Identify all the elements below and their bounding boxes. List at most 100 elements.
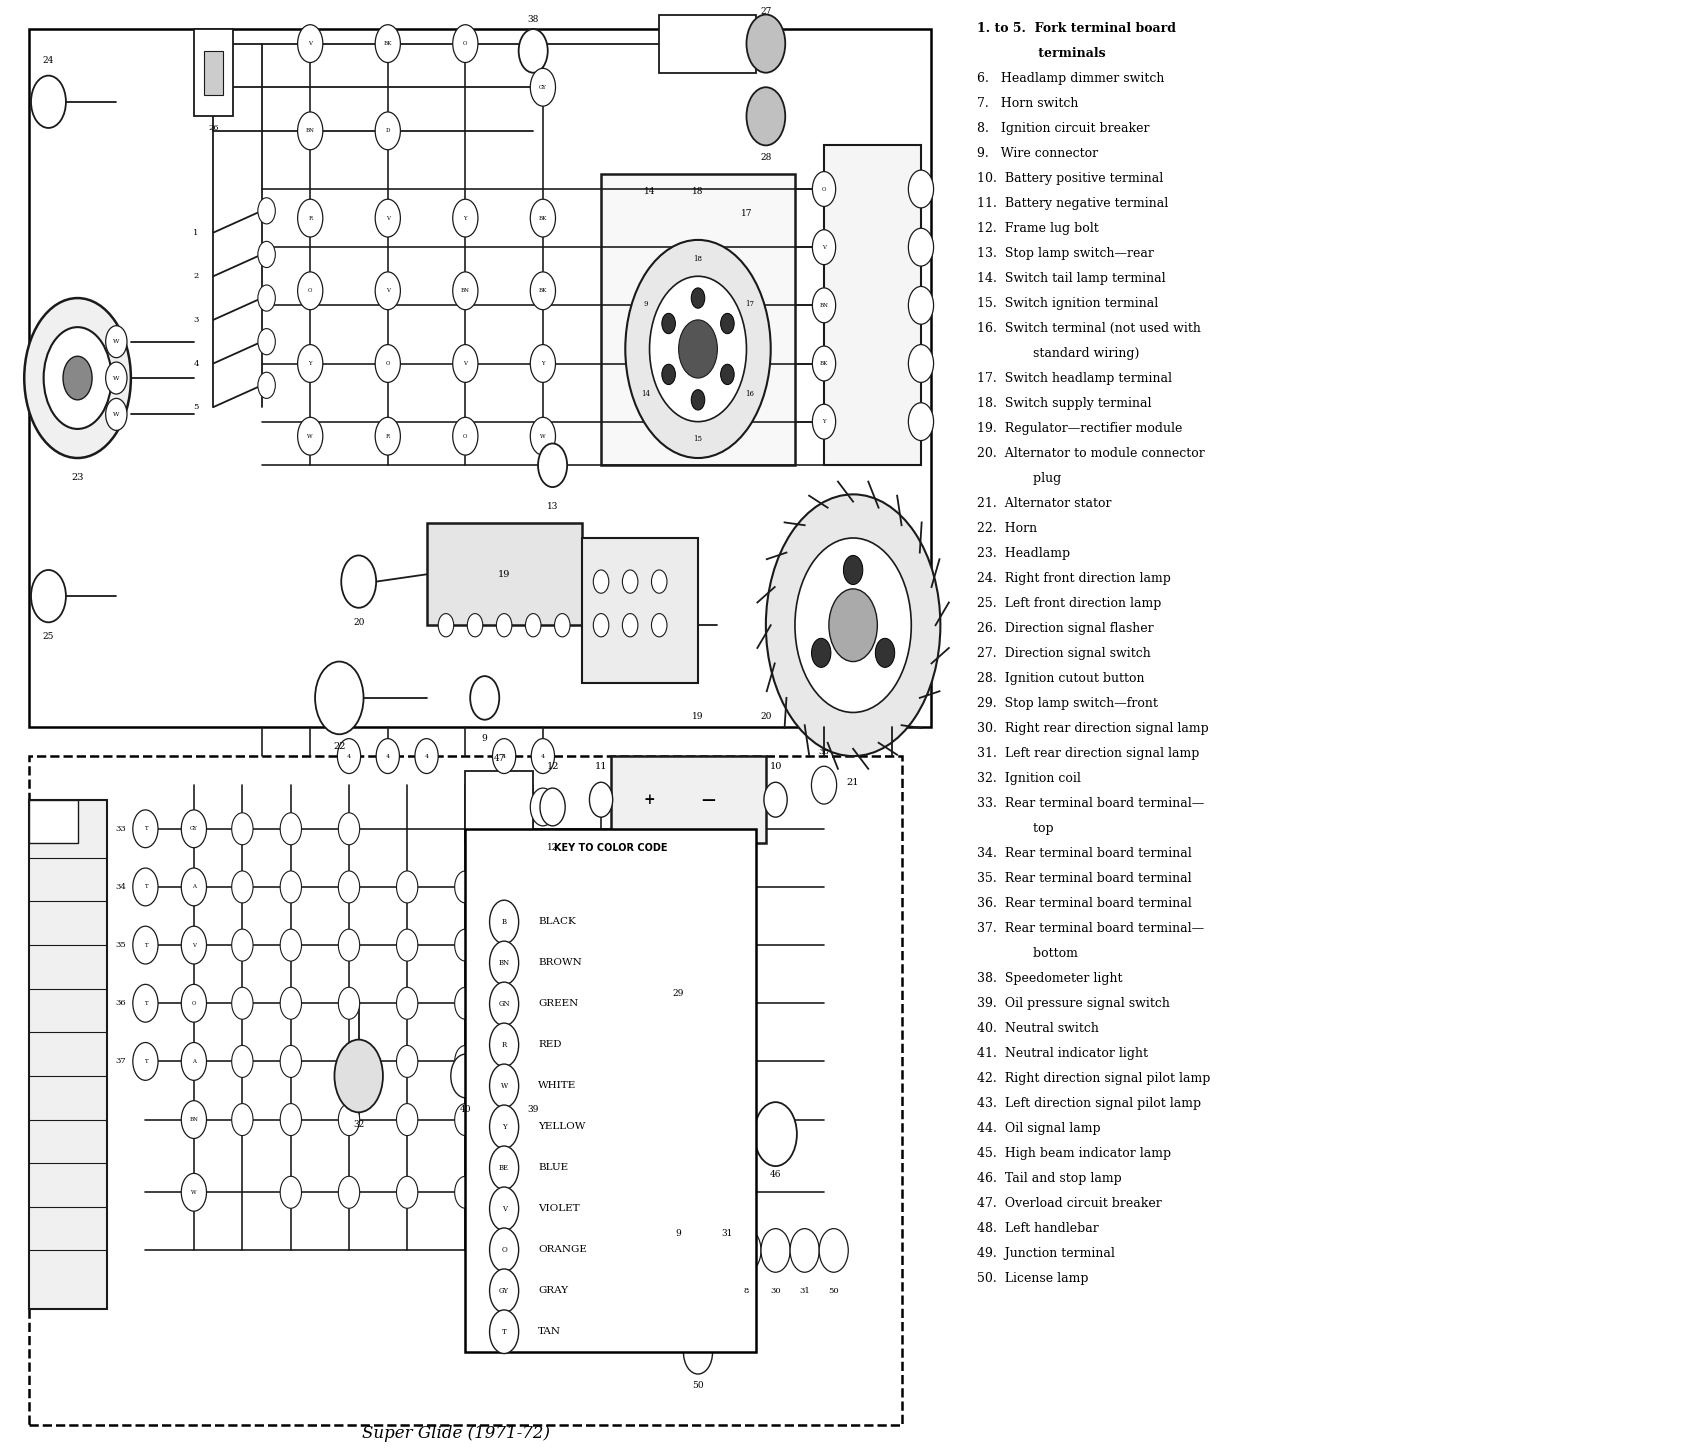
Circle shape	[590, 871, 612, 903]
Text: 32: 32	[352, 1120, 364, 1128]
Circle shape	[489, 1186, 519, 1230]
Circle shape	[454, 199, 477, 237]
Text: R: R	[309, 215, 312, 221]
Circle shape	[668, 987, 690, 1019]
Circle shape	[754, 1102, 797, 1166]
Circle shape	[455, 1176, 475, 1208]
Circle shape	[811, 766, 836, 804]
Text: V: V	[464, 361, 467, 366]
Text: 1. to 5.  Fork terminal board: 1. to 5. Fork terminal board	[976, 22, 1175, 35]
Text: Y: Y	[502, 1122, 506, 1131]
Bar	[29, 29, 931, 727]
Circle shape	[182, 1101, 206, 1138]
Circle shape	[334, 1040, 383, 1112]
Text: V: V	[502, 1205, 506, 1213]
Text: 37: 37	[115, 1057, 126, 1066]
Circle shape	[182, 1043, 206, 1080]
Text: BROWN: BROWN	[538, 958, 582, 967]
Text: 32.  Ignition coil: 32. Ignition coil	[976, 772, 1081, 785]
Text: Y: Y	[464, 215, 467, 221]
Circle shape	[376, 739, 400, 774]
Text: 9: 9	[482, 734, 487, 743]
Text: +: +	[644, 792, 656, 807]
Bar	[659, 15, 757, 73]
Circle shape	[489, 1310, 519, 1354]
Circle shape	[531, 272, 555, 310]
Circle shape	[339, 1104, 359, 1136]
Text: 4: 4	[347, 753, 351, 759]
Circle shape	[811, 638, 831, 667]
Text: V: V	[386, 288, 389, 294]
Circle shape	[454, 25, 477, 63]
Circle shape	[813, 172, 836, 206]
Circle shape	[455, 1045, 475, 1077]
Text: BN: BN	[305, 128, 315, 134]
Text: W: W	[113, 375, 120, 381]
Circle shape	[531, 345, 555, 382]
Text: W: W	[307, 433, 314, 439]
Circle shape	[280, 1176, 302, 1208]
Text: GY: GY	[499, 1287, 509, 1294]
Bar	[610, 756, 765, 843]
Text: W: W	[191, 1189, 197, 1195]
Text: 19: 19	[693, 712, 703, 721]
Text: —: —	[701, 792, 715, 807]
Circle shape	[376, 272, 400, 310]
Circle shape	[875, 638, 895, 667]
Text: 35: 35	[115, 941, 126, 949]
Circle shape	[24, 298, 132, 458]
Text: A: A	[192, 884, 196, 890]
Circle shape	[489, 1229, 519, 1272]
Circle shape	[540, 788, 565, 826]
Circle shape	[455, 1104, 475, 1136]
Text: BK: BK	[540, 288, 546, 294]
Text: 39.  Oil pressure signal switch: 39. Oil pressure signal switch	[976, 997, 1170, 1011]
Circle shape	[396, 1176, 418, 1208]
Text: 50: 50	[828, 1287, 840, 1296]
Text: T: T	[143, 942, 147, 948]
Circle shape	[668, 929, 690, 961]
Text: 18: 18	[693, 188, 703, 196]
Bar	[465, 771, 533, 843]
Text: TAN: TAN	[538, 1328, 561, 1336]
Circle shape	[555, 614, 570, 637]
Text: R: R	[501, 1041, 507, 1048]
Text: BN: BN	[460, 288, 470, 294]
Circle shape	[376, 417, 400, 455]
Circle shape	[909, 286, 934, 324]
Circle shape	[298, 417, 322, 455]
Circle shape	[843, 555, 863, 585]
Text: 47.  Overload circuit breaker: 47. Overload circuit breaker	[976, 1197, 1162, 1210]
Circle shape	[298, 272, 322, 310]
Circle shape	[396, 987, 418, 1019]
Text: 33.  Rear terminal board terminal—: 33. Rear terminal board terminal—	[976, 797, 1204, 810]
Text: 28: 28	[760, 153, 772, 161]
Circle shape	[593, 570, 609, 593]
Text: BN: BN	[819, 302, 828, 308]
Text: 35.  Rear terminal board terminal: 35. Rear terminal board terminal	[976, 872, 1192, 885]
Text: 20: 20	[760, 712, 772, 721]
Text: 49.  Junction terminal: 49. Junction terminal	[976, 1248, 1114, 1261]
Circle shape	[523, 1176, 545, 1208]
Text: 12.  Frame lug bolt: 12. Frame lug bolt	[976, 222, 1098, 236]
Bar	[582, 538, 698, 683]
Circle shape	[182, 926, 206, 964]
Circle shape	[526, 614, 541, 637]
Text: Y: Y	[541, 361, 545, 366]
Text: 9: 9	[676, 1229, 681, 1237]
Text: 4: 4	[386, 753, 389, 759]
Circle shape	[791, 1229, 819, 1272]
Circle shape	[668, 1045, 690, 1077]
Text: KEY TO COLOR CODE: KEY TO COLOR CODE	[555, 843, 668, 853]
Text: bottom: bottom	[976, 947, 1077, 960]
Bar	[600, 174, 796, 465]
Circle shape	[280, 813, 302, 845]
Circle shape	[523, 929, 545, 961]
Text: 19.  Regulator—rectifier module: 19. Regulator—rectifier module	[976, 422, 1182, 435]
Text: 15.  Switch ignition terminal: 15. Switch ignition terminal	[976, 297, 1158, 310]
Text: 47: 47	[494, 755, 506, 763]
Circle shape	[438, 614, 454, 637]
Text: 20.  Alternator to module connector: 20. Alternator to module connector	[976, 446, 1204, 459]
Text: 27: 27	[760, 7, 772, 16]
Circle shape	[909, 170, 934, 208]
